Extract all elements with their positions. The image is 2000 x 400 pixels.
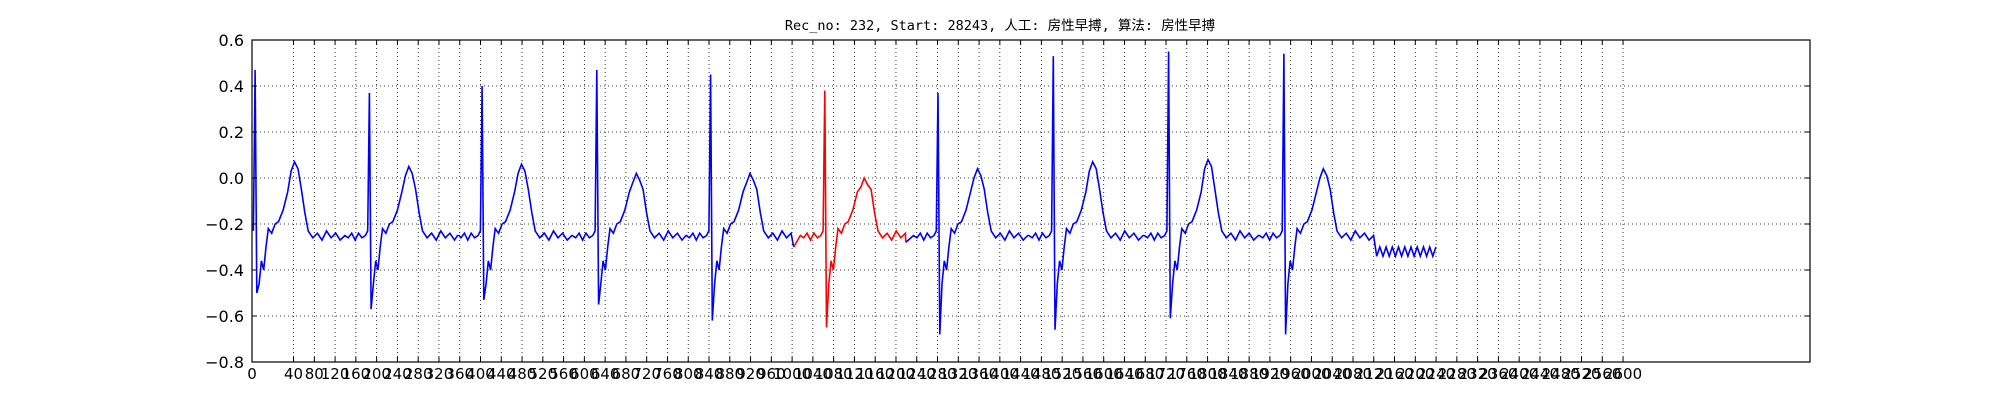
- x-tick-label: 1440: [1002, 365, 1040, 383]
- x-tick-label: 1600: [1085, 365, 1123, 383]
- x-tick-label: 1960: [1272, 365, 1310, 383]
- x-tick-label: 2160: [1375, 365, 1413, 383]
- x-tick-label: 2400: [1500, 365, 1538, 383]
- y-tick-label: −0.2: [205, 215, 244, 234]
- chart-title: Rec_no: 232, Start: 28243, 人工: 房性早搏, 算法:…: [785, 17, 1215, 34]
- x-tick-label: 880: [715, 365, 744, 383]
- x-tick-label: 600: [570, 365, 599, 383]
- x-tick-label: 2080: [1334, 365, 1372, 383]
- y-tick-label: 0.2: [219, 123, 244, 142]
- x-tick-label: 1880: [1230, 365, 1268, 383]
- x-tick-label: 0: [247, 365, 257, 383]
- x-tick-label: 1280: [918, 365, 956, 383]
- x-tick-label: 840: [695, 365, 724, 383]
- x-tick-label: 200: [362, 365, 391, 383]
- y-tick-label: −0.6: [205, 307, 244, 326]
- x-tick-label: 2240: [1417, 365, 1455, 383]
- x-tick-label: 1480: [1022, 365, 1060, 383]
- x-tick-label: 80: [305, 365, 324, 383]
- x-tick-label: 280: [404, 365, 433, 383]
- x-tick-label: 2000: [1292, 365, 1330, 383]
- x-tick-label: 2440: [1521, 365, 1559, 383]
- x-tick-label: 360: [445, 365, 474, 383]
- x-tick-label: 640: [591, 365, 620, 383]
- x-tick-label: 1360: [960, 365, 998, 383]
- x-tick-label: 2120: [1355, 365, 1393, 383]
- series-layer: [252, 51, 1437, 335]
- x-tick-label: 480: [508, 365, 537, 383]
- x-tick-label: 1520: [1043, 365, 1081, 383]
- x-tick-label: 1560: [1064, 365, 1102, 383]
- x-tick-label: 2200: [1396, 365, 1434, 383]
- x-tick-label: 240: [383, 365, 412, 383]
- x-tick-label: 2040: [1313, 365, 1351, 383]
- y-tick-label: 0.0: [219, 169, 244, 188]
- x-tick-label: 1320: [939, 365, 977, 383]
- x-tick-label: 320: [425, 365, 454, 383]
- x-tick-label: 40: [284, 365, 303, 383]
- x-tick-label: 2280: [1438, 365, 1476, 383]
- x-tick-label: 1640: [1105, 365, 1143, 383]
- x-tick-label: 1680: [1126, 365, 1164, 383]
- x-tick-label: 440: [487, 365, 516, 383]
- x-tick-label: 1160: [856, 365, 894, 383]
- series-line-highlight: [793, 90, 907, 328]
- x-tick-label: 520: [529, 365, 558, 383]
- x-tick-label: 1040: [794, 365, 832, 383]
- x-tick-label: 2600: [1604, 365, 1642, 383]
- x-tick-label: 2520: [1562, 365, 1600, 383]
- grid-lines: [251, 40, 1810, 362]
- y-tick-label: −0.8: [205, 353, 244, 372]
- y-axis: −0.8 −0.6 −0.4 −0.2 0.0 0.2 0.4 0.6: [205, 31, 1810, 372]
- x-tick-label: 1080: [815, 365, 853, 383]
- x-axis: 0 40 8012016020024028032036040044048052056…: [247, 40, 1642, 383]
- x-tick-label: 760: [653, 365, 682, 383]
- x-tick-label: 720: [632, 365, 661, 383]
- y-tick-label: 0.4: [219, 77, 244, 96]
- y-tick-label: 0.6: [219, 31, 244, 50]
- x-tick-label: 1200: [877, 365, 915, 383]
- x-tick-label: 920: [736, 365, 765, 383]
- x-tick-label: 1720: [1147, 365, 1185, 383]
- x-tick-label: 2480: [1542, 365, 1580, 383]
- x-tick-label: 2360: [1479, 365, 1517, 383]
- x-tick-label: 1840: [1209, 365, 1247, 383]
- x-tick-label: 1240: [898, 365, 936, 383]
- x-tick-label: 400: [466, 365, 495, 383]
- x-tick-label: 1120: [835, 365, 873, 383]
- x-tick-label: 160: [342, 365, 371, 383]
- series-line-normal-part1: [252, 69, 795, 321]
- x-tick-label: 1800: [1188, 365, 1226, 383]
- x-tick-label: 120: [321, 365, 350, 383]
- x-tick-label: 800: [674, 365, 703, 383]
- series-line-normal-part2: [905, 51, 1437, 335]
- x-tick-label: 1400: [981, 365, 1019, 383]
- x-tick-label: 560: [549, 365, 578, 383]
- x-tick-label: 680: [612, 365, 641, 383]
- x-tick-label: 1760: [1168, 365, 1206, 383]
- plot-frame: [251, 39, 1811, 363]
- x-tick-label: 2560: [1583, 365, 1621, 383]
- x-tick-label: 1920: [1251, 365, 1289, 383]
- x-tick-label: 1000: [773, 365, 811, 383]
- x-tick-label: 2320: [1459, 365, 1497, 383]
- x-tick-label: 960: [757, 365, 786, 383]
- y-tick-label: −0.4: [205, 261, 244, 280]
